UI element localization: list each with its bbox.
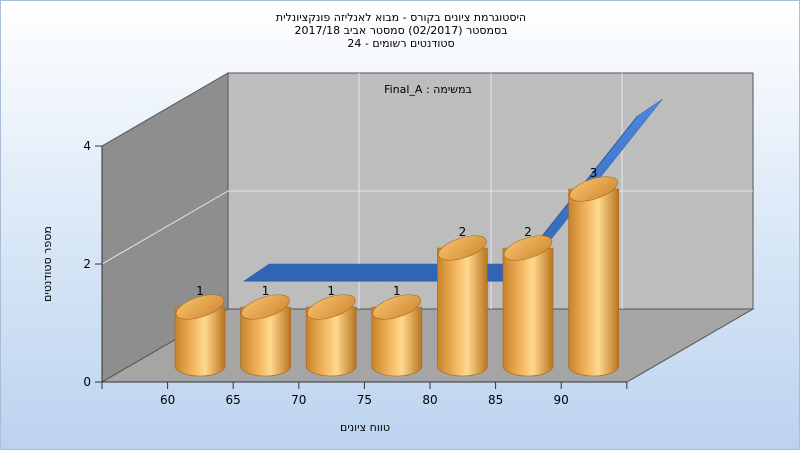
bar-cap — [175, 294, 225, 320]
bar-cap — [438, 235, 487, 261]
y-tick-label: 4 — [83, 139, 91, 153]
bar: 2 — [502, 225, 554, 377]
x-tick-label: 90 — [554, 393, 569, 407]
x-tick-label: 70 — [291, 393, 306, 407]
chart-title: היסטוגרמת ציונים בקורס - מבוא לאנליזה פו… — [1, 11, 800, 50]
title-line-2: בסמסטר (02/2017) סמסטר אביב 2017/18 — [294, 24, 508, 37]
bar-cap — [503, 235, 553, 261]
bar-value-label: 1 — [327, 284, 335, 298]
bar: 3 — [568, 166, 619, 377]
x-axis-title: טווח ציונים — [340, 421, 390, 434]
x-tick-label: 60 — [160, 393, 175, 407]
bar-value-label: 1 — [393, 284, 401, 298]
bar-body — [568, 188, 619, 377]
bar: 2 — [437, 225, 488, 377]
bar: 1 — [240, 284, 291, 377]
bar-cap — [306, 294, 356, 320]
x-tick-label: 80 — [422, 393, 437, 407]
bars-layer: 1 1 1 1 2 2 3 — [174, 166, 619, 377]
x-tick-label: 75 — [357, 393, 372, 407]
y-tick-label: 2 — [83, 257, 91, 271]
x-tick-label: 65 — [226, 393, 241, 407]
title-line-1: היסטוגרמת ציונים בקורס - מבוא לאנליזה פו… — [275, 11, 527, 24]
bar-body — [240, 306, 291, 377]
y-tick-label: 0 — [83, 375, 91, 389]
grid-floor-mid — [101, 190, 229, 265]
bar-value-label: 1 — [262, 284, 270, 298]
x-axis: 60 65 70 75 80 85 90 — [101, 381, 628, 407]
y-axis-title: מספר סטודנטים — [41, 226, 54, 302]
bar-value-label: 3 — [590, 166, 598, 180]
title-line-3: סטודנטים רשומים - 24 — [347, 37, 455, 50]
bar-value-label: 2 — [459, 225, 467, 239]
bar: 1 — [174, 284, 226, 377]
bar-cap — [569, 176, 618, 202]
bar-body — [371, 306, 423, 377]
bar: 1 — [305, 284, 357, 377]
x-tick-label: 85 — [488, 393, 503, 407]
bar-body — [174, 306, 226, 377]
bar-body — [437, 247, 488, 377]
bar-value-label: 1 — [196, 284, 204, 298]
bar-cap — [241, 294, 290, 320]
bar-cap — [372, 294, 422, 320]
bar: 1 — [371, 284, 423, 377]
series-subtitle: Final_A : במשימה — [384, 83, 472, 96]
bar-body — [305, 306, 357, 377]
y-axis: 0 2 4 — [83, 139, 103, 389]
bar-body — [502, 247, 554, 377]
bar-value-label: 2 — [524, 225, 532, 239]
